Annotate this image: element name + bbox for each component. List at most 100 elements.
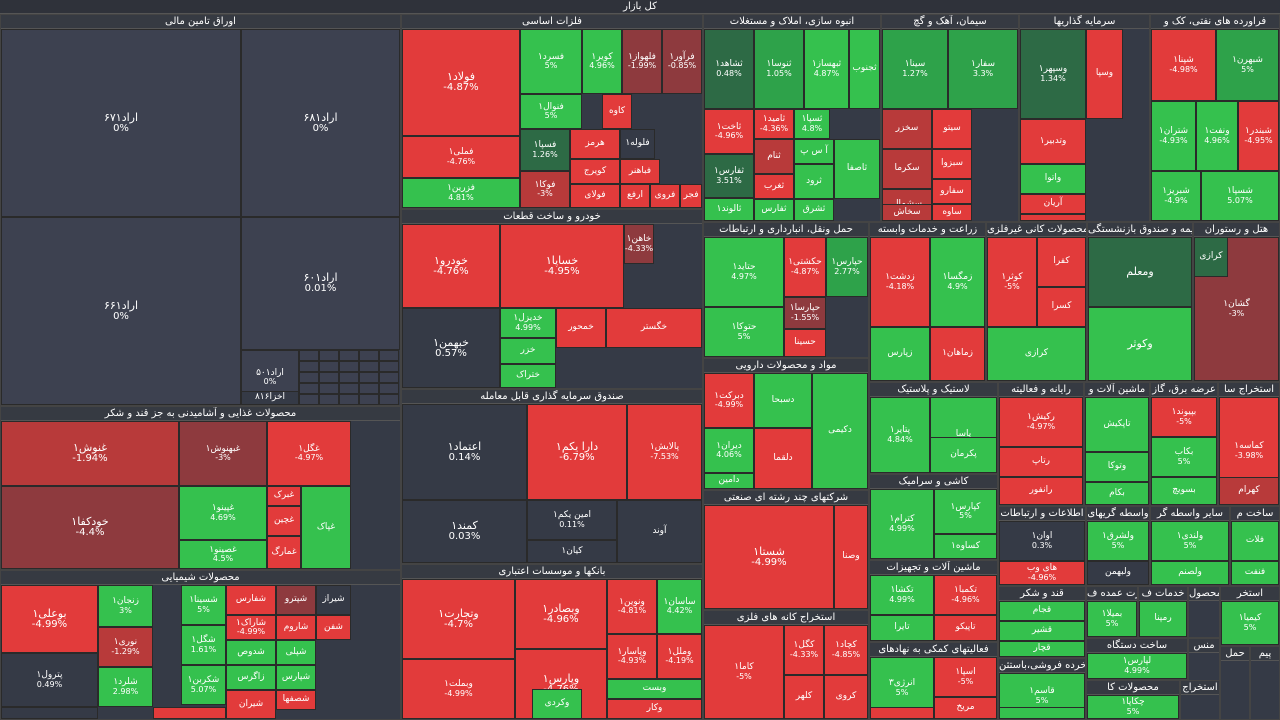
sector-title[interactable]: استخر: [1221, 587, 1279, 601]
sector-title[interactable]: سایر واسطه گر: [1151, 507, 1229, 521]
stock-tile[interactable]: ومعلم: [1088, 237, 1192, 307]
stock-tile[interactable]: وپاسار۱ -4.93%: [607, 634, 657, 679]
sector-title[interactable]: محصولات شیمیایی: [1, 571, 400, 585]
sector-title[interactable]: خرده فروشی،باستثن: [999, 659, 1085, 673]
stock-tile[interactable]: وبست: [607, 679, 702, 699]
stock-tile[interactable]: دارا یکم۱ -6.79%: [527, 404, 627, 500]
stock-tile[interactable]: ساوه: [932, 204, 972, 221]
stock-tile[interactable]: ثبهساز۱ 4.87%: [804, 29, 849, 109]
sector-title[interactable]: صندوق سرمایه گذاری قابل معامله: [402, 390, 702, 404]
stock-tile[interactable]: حتاید۱ 4.97%: [704, 237, 784, 307]
stock-tile[interactable]: واتوا: [1020, 164, 1086, 194]
stock-tile[interactable]: حسینا: [784, 329, 826, 357]
small-stock-cell[interactable]: [319, 372, 339, 383]
stock-tile[interactable]: سبزوا: [932, 149, 972, 179]
stock-tile[interactable]: [1020, 214, 1086, 221]
stock-tile[interactable]: آوند: [617, 500, 702, 563]
stock-tile[interactable]: کیان۱: [527, 540, 617, 563]
stock-tile[interactable]: دامین: [704, 473, 754, 489]
sector-title[interactable]: ماشین آلات و تجهیزات: [870, 561, 997, 575]
stock-tile[interactable]: رکیش۱ -4.97%: [999, 397, 1083, 447]
small-stock-cell[interactable]: [359, 394, 379, 405]
stock-tile[interactable]: شاراک۱ -4.99%: [226, 615, 276, 640]
small-stock-cell[interactable]: [319, 350, 339, 361]
stock-tile[interactable]: سخزر: [882, 109, 932, 149]
small-stock-cell[interactable]: [379, 361, 399, 372]
stock-tile[interactable]: خبهمن۱ 0.57%: [402, 308, 500, 388]
sector-title[interactable]: زراعت و خدمات وابسته: [870, 223, 985, 237]
stock-tile[interactable]: شستا۱ -4.99%: [704, 505, 834, 609]
stock-tile[interactable]: اراد۶۰۱ 0.01%: [241, 217, 400, 350]
stock-tile[interactable]: بپیوند۱ -5%: [1151, 397, 1217, 437]
stock-tile[interactable]: شپارس: [276, 665, 316, 690]
stock-tile[interactable]: زاگرس: [226, 665, 276, 690]
stock-tile[interactable]: شپنا۱ -4.98%: [1151, 29, 1216, 101]
stock-tile[interactable]: نوری۱ -1.29%: [98, 627, 153, 667]
stock-tile[interactable]: فزرین۱ 4.81%: [402, 178, 520, 208]
stock-tile[interactable]: فملی۱ -4.76%: [402, 136, 520, 178]
stock-tile[interactable]: قشیر: [999, 621, 1085, 641]
stock-tile[interactable]: غپینو۱ 4.69%: [179, 486, 267, 540]
stock-tile[interactable]: قچار: [999, 641, 1085, 657]
stock-tile[interactable]: شفن: [316, 615, 351, 640]
stock-tile[interactable]: وتوکا: [1085, 452, 1149, 482]
stock-tile[interactable]: کساوه۱: [934, 534, 997, 559]
stock-tile[interactable]: [1, 707, 98, 719]
stock-tile[interactable]: شیراز: [316, 585, 351, 615]
small-stock-cell[interactable]: [379, 350, 399, 361]
stock-tile[interactable]: آ س پ: [794, 139, 834, 164]
stock-tile[interactable]: حپارس۱ 2.77%: [826, 237, 868, 297]
stock-tile[interactable]: ونوین۱ -4.81%: [607, 579, 657, 634]
stock-tile[interactable]: کاما۱ -5%: [704, 625, 784, 719]
stock-tile[interactable]: اخزا۸۱۶: [241, 391, 299, 405]
stock-tile[interactable]: فلات: [1231, 521, 1279, 561]
stock-tile[interactable]: وسپا: [1086, 29, 1123, 119]
stock-tile[interactable]: ارفع: [620, 184, 650, 208]
stock-tile[interactable]: شپلی: [276, 640, 316, 665]
stock-tile[interactable]: خگستر: [606, 308, 702, 348]
sector-title[interactable]: اوراق تامین مالی: [1, 15, 400, 29]
stock-tile[interactable]: کلهر: [784, 675, 824, 719]
stock-tile[interactable]: ختراک: [500, 364, 556, 388]
stock-tile[interactable]: کترام۱ 4.99%: [870, 489, 934, 559]
stock-tile[interactable]: ثفارس۱ 3.51%: [704, 154, 754, 198]
stock-tile[interactable]: کهرام: [1219, 477, 1279, 505]
sector-title[interactable]: استخراج سا: [1219, 383, 1279, 397]
sector-title[interactable]: خدمات ف: [1139, 587, 1187, 601]
stock-tile[interactable]: مریخ: [934, 697, 997, 719]
stock-tile[interactable]: تکشا۱ 4.99%: [870, 575, 934, 615]
sector-title[interactable]: لاستیک و پلاستیک: [870, 383, 997, 397]
stock-tile[interactable]: فلوله۱: [620, 129, 655, 159]
stock-tile[interactable]: وکوثر: [1088, 307, 1192, 381]
small-stock-cell[interactable]: [339, 361, 359, 372]
sector-title[interactable]: استخراج: [1181, 681, 1219, 695]
stock-tile[interactable]: کمند۱ 0.03%: [402, 500, 527, 563]
sector-title[interactable]: سیمان، آهک و گچ: [882, 15, 1018, 29]
stock-tile[interactable]: لپارس۱ 4.99%: [1087, 653, 1187, 679]
stock-tile[interactable]: بکام: [1085, 482, 1149, 505]
stock-tile[interactable]: ثشرق: [794, 199, 834, 221]
stock-tile[interactable]: فولای: [570, 184, 620, 208]
stock-tile[interactable]: تایرا: [870, 615, 934, 641]
small-stock-cell[interactable]: [359, 383, 379, 394]
stock-tile[interactable]: کوثر۱ -5%: [987, 237, 1037, 327]
small-stock-cell[interactable]: [359, 361, 379, 372]
sector-title[interactable]: منس: [1189, 639, 1219, 653]
stock-tile[interactable]: فباهنر: [620, 159, 660, 184]
stock-tile[interactable]: غگل۱ -4.97%: [267, 421, 351, 486]
stock-tile[interactable]: شسپا۱ 5.07%: [1201, 171, 1279, 221]
stock-tile[interactable]: چکاپا۱ 5%: [1087, 695, 1179, 719]
sector-title[interactable]: رایانه و فعالیته: [999, 383, 1083, 397]
sector-title[interactable]: کاشی و سرامیک: [870, 475, 997, 489]
stock-tile[interactable]: خمحور: [556, 308, 606, 348]
stock-tile[interactable]: خودکفا۱ -4.4%: [1, 486, 179, 569]
stock-tile[interactable]: حکشتی۱ -4.87%: [784, 237, 826, 297]
stock-tile[interactable]: شتران۱ -4.93%: [1151, 101, 1196, 171]
stock-tile[interactable]: زپارس: [870, 327, 930, 381]
stock-tile[interactable]: کسرا: [1037, 287, 1086, 327]
stock-tile[interactable]: [999, 707, 1085, 719]
stock-tile[interactable]: سینا۱ 1.27%: [882, 29, 948, 109]
stock-tile[interactable]: ثشاهد۱ 0.48%: [704, 29, 754, 109]
small-stock-cell[interactable]: [299, 383, 319, 394]
stock-tile[interactable]: کیمیا۱ 5%: [1221, 601, 1279, 645]
